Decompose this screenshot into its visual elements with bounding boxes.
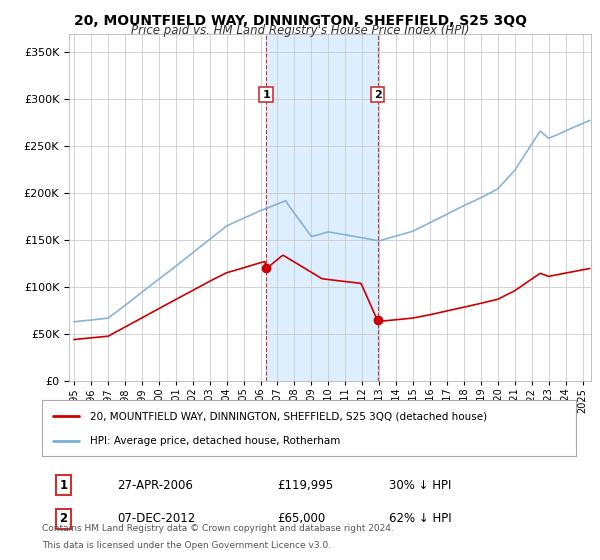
Text: Price paid vs. HM Land Registry's House Price Index (HPI): Price paid vs. HM Land Registry's House … bbox=[131, 24, 469, 37]
Text: HPI: Average price, detached house, Rotherham: HPI: Average price, detached house, Roth… bbox=[90, 436, 340, 446]
Text: 07-DEC-2012: 07-DEC-2012 bbox=[117, 512, 195, 525]
Text: Contains HM Land Registry data © Crown copyright and database right 2024.: Contains HM Land Registry data © Crown c… bbox=[42, 524, 394, 533]
Text: 62% ↓ HPI: 62% ↓ HPI bbox=[389, 512, 452, 525]
Text: 20, MOUNTFIELD WAY, DINNINGTON, SHEFFIELD, S25 3QQ: 20, MOUNTFIELD WAY, DINNINGTON, SHEFFIEL… bbox=[74, 14, 527, 28]
Text: £65,000: £65,000 bbox=[277, 512, 325, 525]
Text: £119,995: £119,995 bbox=[277, 479, 333, 492]
Text: 1: 1 bbox=[262, 90, 270, 100]
Text: 1: 1 bbox=[59, 479, 67, 492]
Text: 2: 2 bbox=[374, 90, 382, 100]
Bar bbox=[266, 34, 378, 381]
Text: This data is licensed under the Open Government Licence v3.0.: This data is licensed under the Open Gov… bbox=[42, 541, 331, 550]
Text: 20, MOUNTFIELD WAY, DINNINGTON, SHEFFIELD, S25 3QQ (detached house): 20, MOUNTFIELD WAY, DINNINGTON, SHEFFIEL… bbox=[90, 411, 487, 421]
Text: 2: 2 bbox=[59, 512, 67, 525]
Text: 27-APR-2006: 27-APR-2006 bbox=[117, 479, 193, 492]
Text: 30% ↓ HPI: 30% ↓ HPI bbox=[389, 479, 451, 492]
